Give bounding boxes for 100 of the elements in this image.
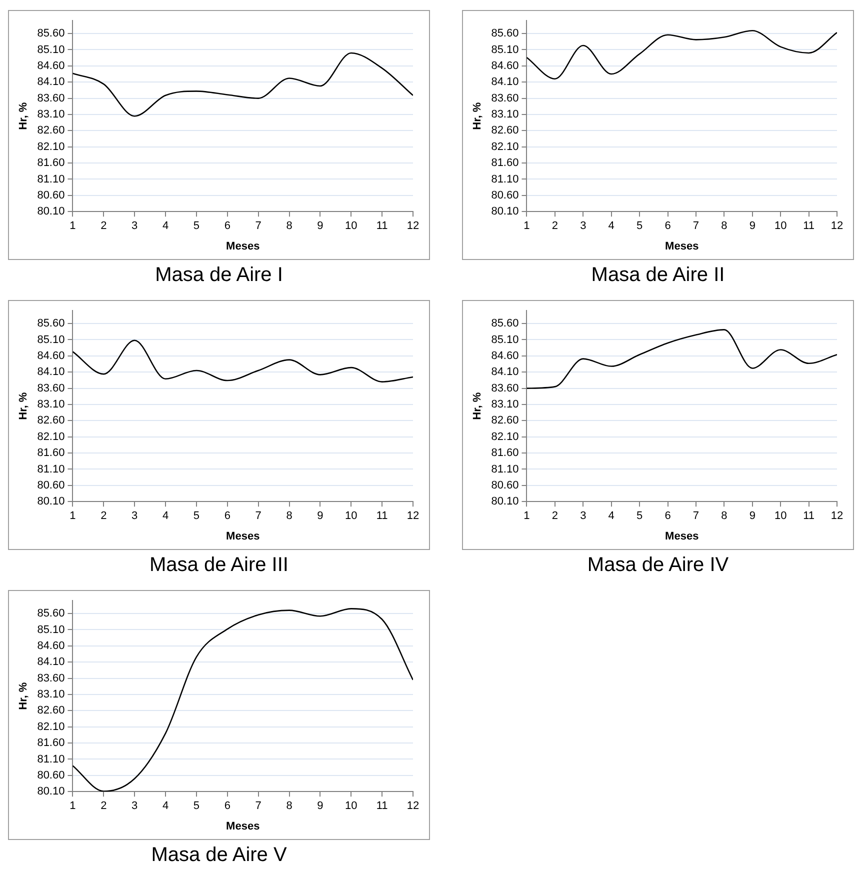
y-tick-label: 81.10 bbox=[491, 173, 519, 186]
x-tick-label: 8 bbox=[721, 510, 728, 522]
x-tick-label: 4 bbox=[162, 800, 169, 812]
y-tick-label: 80.10 bbox=[37, 206, 65, 218]
x-tick-label: 12 bbox=[406, 510, 420, 522]
y-tick-label: 85.60 bbox=[37, 318, 65, 330]
y-tick-label: 80.10 bbox=[37, 496, 65, 508]
x-tick-label: 5 bbox=[193, 510, 200, 522]
y-tick-label: 83.10 bbox=[491, 108, 519, 121]
x-tick-label: 9 bbox=[749, 220, 756, 232]
y-tick-label: 80.60 bbox=[491, 189, 519, 202]
y-tick-label: 81.60 bbox=[37, 447, 65, 460]
y-tick-label: 85.60 bbox=[491, 28, 519, 40]
y-tick-label: 84.60 bbox=[491, 350, 519, 362]
text: Masa de Aire IV bbox=[586, 554, 730, 577]
x-axis-title: Meses bbox=[226, 820, 260, 832]
y-tick-label: 80.60 bbox=[37, 189, 65, 202]
y-tick-label: 85.60 bbox=[491, 318, 519, 330]
x-tick-label: 7 bbox=[692, 510, 700, 522]
x-tick-label: 6 bbox=[224, 800, 230, 812]
x-tick-label: 2 bbox=[100, 510, 107, 522]
x-tick-label: 2 bbox=[100, 800, 107, 812]
y-tick-label: 80.60 bbox=[37, 479, 65, 492]
y-tick-label: 84.60 bbox=[37, 60, 65, 72]
x-tick-label: 12 bbox=[406, 800, 420, 812]
line-series bbox=[526, 30, 837, 80]
y-tick-label: 85.10 bbox=[37, 624, 65, 636]
x-tick-label: 1 bbox=[70, 510, 76, 522]
x-tick-label: 12 bbox=[830, 510, 844, 522]
x-tick-label: 3 bbox=[580, 220, 586, 232]
y-tick-label: 82.60 bbox=[491, 414, 519, 427]
x-tick-label: 1 bbox=[524, 220, 530, 232]
x-tick-label: 3 bbox=[132, 510, 138, 522]
x-tick-label: 11 bbox=[803, 510, 815, 522]
x-tick-label: 3 bbox=[132, 800, 138, 812]
y-tick-label: 82.60 bbox=[491, 124, 519, 137]
y-axis-title: Hr, % bbox=[18, 102, 30, 130]
line-series bbox=[72, 340, 413, 382]
x-tick-label: 11 bbox=[376, 800, 388, 812]
x-tick-label: 4 bbox=[162, 510, 169, 522]
y-tick-label: 83.10 bbox=[491, 398, 519, 411]
y-tick-label: 84.10 bbox=[491, 366, 519, 378]
y-tick-label: 80.60 bbox=[37, 769, 65, 782]
x-tick-label: 11 bbox=[376, 220, 388, 232]
y-tick-label: 81.60 bbox=[491, 157, 519, 170]
y-tick-label: 82.10 bbox=[37, 720, 65, 733]
y-tick-label: 82.10 bbox=[491, 140, 519, 153]
y-tick-label: 83.60 bbox=[37, 672, 65, 684]
text: Masa de Aire I bbox=[154, 264, 284, 287]
x-tick-label: 6 bbox=[664, 510, 671, 522]
y-tick-label: 80.10 bbox=[37, 786, 65, 798]
y-axis-title: Hr, % bbox=[18, 392, 30, 420]
text: Masa de Aire III bbox=[148, 554, 290, 577]
y-tick-label: 82.10 bbox=[37, 430, 65, 443]
x-tick-label: 2 bbox=[552, 220, 558, 232]
y-tick-label: 80.10 bbox=[491, 496, 519, 508]
y-tick-label: 81.10 bbox=[491, 463, 519, 476]
text: Masa de Aire II bbox=[590, 264, 726, 287]
y-tick-label: 84.60 bbox=[37, 640, 65, 652]
x-tick-label: 6 bbox=[224, 510, 230, 522]
y-tick-label: 84.60 bbox=[491, 60, 519, 72]
x-tick-label: 8 bbox=[286, 800, 292, 812]
x-tick-label: 7 bbox=[692, 220, 700, 232]
x-tick-label: 10 bbox=[345, 800, 358, 812]
line-series bbox=[526, 329, 837, 389]
y-tick-label: 85.10 bbox=[491, 44, 519, 56]
x-tick-label: 5 bbox=[193, 220, 200, 232]
x-tick-label: 1 bbox=[524, 510, 530, 522]
y-axis-title: Hr, % bbox=[472, 392, 484, 420]
y-tick-label: 82.60 bbox=[37, 704, 65, 717]
y-axis-title: Hr, % bbox=[472, 102, 484, 130]
y-tick-label: 85.10 bbox=[37, 334, 65, 346]
x-tick-label: 5 bbox=[636, 510, 643, 522]
y-tick-label: 85.10 bbox=[37, 44, 65, 56]
x-tick-label: 12 bbox=[406, 220, 420, 232]
x-tick-label: 4 bbox=[608, 220, 614, 232]
y-tick-label: 81.60 bbox=[37, 737, 65, 750]
y-tick-label: 84.10 bbox=[37, 76, 65, 88]
y-tick-label: 84.60 bbox=[37, 350, 65, 362]
x-tick-label: 1 bbox=[70, 220, 76, 232]
x-tick-label: 3 bbox=[580, 510, 586, 522]
y-tick-label: 83.10 bbox=[37, 108, 65, 121]
x-tick-label: 7 bbox=[255, 220, 262, 232]
y-tick-label: 80.10 bbox=[491, 206, 519, 218]
y-tick-label: 82.60 bbox=[37, 414, 65, 427]
y-tick-label: 81.10 bbox=[37, 463, 65, 476]
x-tick-label: 10 bbox=[345, 510, 358, 522]
x-tick-label: 2 bbox=[552, 510, 558, 522]
y-axis-title: Hr, % bbox=[18, 682, 30, 710]
x-tick-label: 5 bbox=[193, 800, 200, 812]
x-tick-label: 9 bbox=[317, 800, 324, 812]
x-tick-label: 3 bbox=[132, 220, 138, 232]
x-tick-label: 9 bbox=[317, 510, 324, 522]
y-tick-label: 82.60 bbox=[37, 124, 65, 137]
y-tick-label: 81.10 bbox=[37, 173, 65, 186]
y-tick-label: 84.10 bbox=[491, 76, 519, 88]
y-tick-label: 85.60 bbox=[37, 608, 65, 620]
y-tick-label: 83.60 bbox=[37, 92, 65, 104]
y-tick-label: 81.60 bbox=[491, 447, 519, 460]
y-tick-label: 84.10 bbox=[37, 366, 65, 378]
